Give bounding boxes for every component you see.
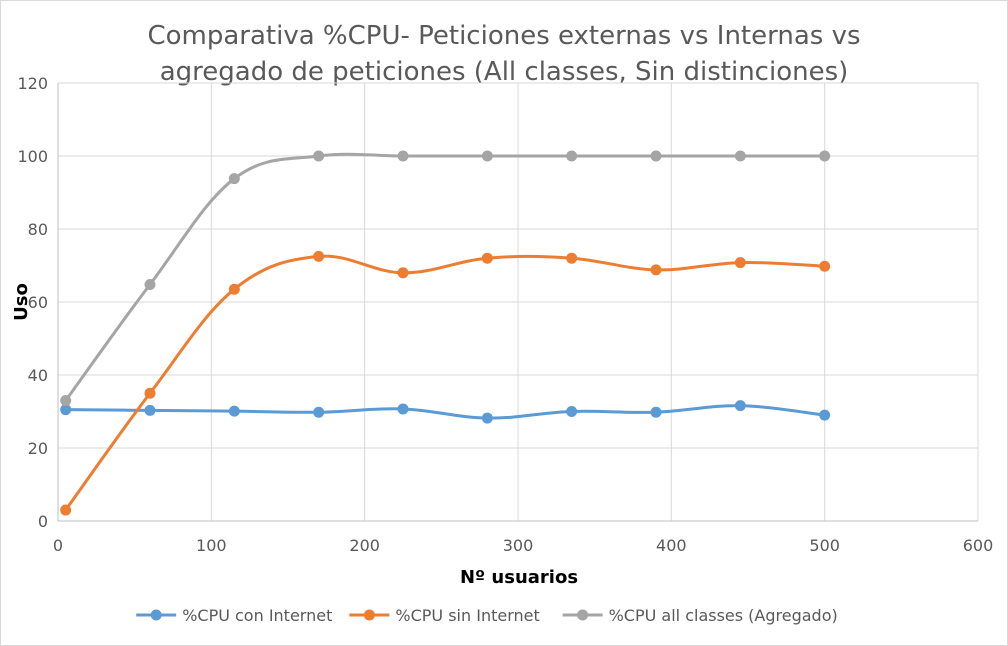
series-line — [64, 152, 825, 402]
data-point — [650, 150, 662, 162]
gridlines — [58, 82, 979, 521]
data-point — [397, 267, 409, 279]
legend-item-3: %CPU all classes (Agregado) — [562, 606, 838, 625]
data-point — [228, 405, 240, 417]
y-tick-label: 40 — [28, 366, 48, 385]
chart-title-line-2: agregado de peticiones (All classes, Sin… — [160, 57, 849, 87]
data-point — [397, 403, 409, 415]
data-point — [481, 252, 493, 264]
x-tick-label: 600 — [963, 536, 994, 555]
x-tick-label: 0 — [53, 536, 63, 555]
data-point — [650, 264, 662, 276]
x-tick-label: 100 — [196, 536, 227, 555]
legend-label: %CPU sin Internet — [395, 606, 539, 625]
data-point — [60, 404, 72, 416]
legend-swatch-marker — [150, 609, 162, 621]
data-point — [228, 283, 240, 295]
y-tick-label: 0 — [38, 512, 48, 531]
legend-swatch-marker — [577, 609, 589, 621]
x-tick-label: 200 — [349, 536, 380, 555]
data-point — [144, 387, 156, 399]
legend-label: %CPU con Internet — [182, 606, 332, 625]
x-tick-label: 500 — [809, 536, 840, 555]
legend: %CPU con Internet %CPU sin Internet %CPU a… — [136, 606, 838, 625]
series-line — [64, 254, 825, 511]
data-point — [313, 250, 325, 262]
x-tick-label: 300 — [503, 536, 534, 555]
legend-item-1: %CPU con Internet — [136, 606, 332, 625]
data-point — [313, 406, 325, 418]
y-axis-label: Uso — [11, 283, 32, 321]
data-point — [144, 278, 156, 290]
y-tick-label: 60 — [28, 293, 48, 312]
data-point — [819, 150, 831, 162]
data-point — [734, 257, 746, 269]
data-point — [313, 150, 325, 162]
y-tick-label: 80 — [28, 220, 48, 239]
y-tick-label: 120 — [17, 74, 48, 93]
series-3 — [60, 150, 831, 407]
data-point — [60, 395, 72, 407]
y-tick-label: 20 — [28, 439, 48, 458]
data-point — [566, 406, 578, 417]
data-point — [650, 406, 662, 418]
data-point — [144, 404, 156, 416]
data-point — [228, 173, 240, 185]
x-tick-label: 400 — [656, 536, 687, 555]
series-line — [65, 404, 825, 420]
chart-title-line-1: Comparativa %CPU- Peticiones externas vs… — [147, 21, 860, 51]
data-point — [566, 150, 578, 162]
y-tick-label: 100 — [17, 147, 48, 166]
series-group — [60, 150, 831, 516]
legend-swatch-marker — [363, 609, 375, 621]
legend-item-2: %CPU sin Internet — [349, 606, 540, 625]
data-point — [819, 260, 831, 272]
data-point — [734, 400, 746, 412]
data-point — [819, 409, 831, 421]
data-point — [60, 504, 72, 516]
x-axis-label: Nº usuarios — [460, 567, 578, 588]
axes: 0 20 40 60 80 100 120 0 100 200 300 400 500 600 — [17, 74, 993, 555]
series-1 — [60, 400, 831, 424]
data-point — [566, 252, 578, 264]
data-point — [481, 150, 493, 162]
data-point — [734, 150, 746, 162]
series-2 — [60, 250, 831, 516]
data-point — [481, 412, 493, 424]
data-point — [397, 150, 409, 162]
legend-label: %CPU all classes (Agregado) — [609, 606, 838, 625]
